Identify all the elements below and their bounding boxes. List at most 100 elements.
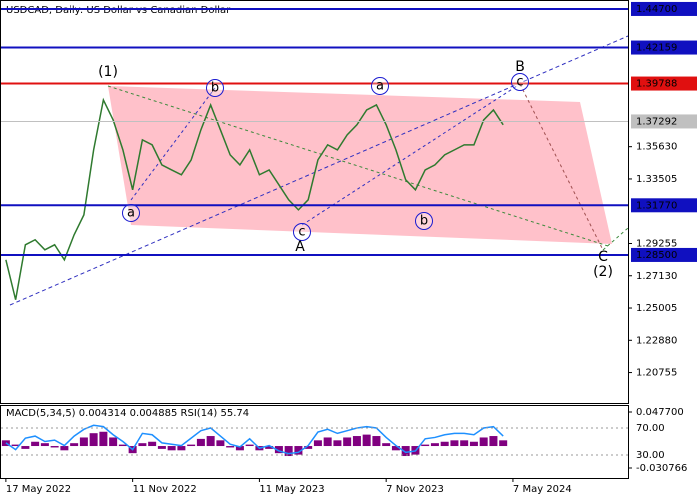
macd-bar	[323, 437, 332, 447]
macd-bar	[372, 436, 381, 447]
macd-bar	[421, 444, 430, 447]
x-tick-label: 7 May 2024	[513, 484, 572, 495]
macd-bar	[245, 444, 254, 447]
macd-bar	[382, 443, 391, 447]
wave-label: a	[376, 79, 384, 94]
level-label-box	[631, 198, 697, 213]
wave-label: c	[298, 225, 305, 240]
macd-bar	[79, 437, 88, 447]
wave-line	[301, 83, 521, 226]
macd-bar	[60, 446, 69, 451]
macd-bar	[313, 440, 322, 447]
level-label-box	[631, 1, 697, 16]
macd-bar	[391, 446, 400, 451]
macd-bar	[99, 431, 108, 447]
macd-bar	[70, 443, 79, 447]
level-label: 1.44700	[636, 4, 677, 15]
macd-bar	[109, 437, 118, 447]
macd-bar	[304, 446, 313, 449]
macd-bar	[216, 440, 225, 447]
macd-bar	[343, 437, 352, 447]
macd-bar	[21, 446, 30, 449]
wave-label: c	[516, 75, 523, 90]
macd-bar	[40, 443, 49, 447]
macd-bar	[479, 437, 488, 447]
macd-bar	[157, 446, 166, 449]
wave-circle	[206, 79, 224, 97]
macd-bar	[177, 446, 186, 451]
rsi-tick-label: 30.00	[636, 450, 665, 461]
trend-line	[9, 35, 629, 306]
wave-label: a	[127, 206, 135, 221]
wave-label: (1)	[98, 64, 118, 80]
macd-bar	[274, 446, 283, 454]
macd-bar	[294, 446, 303, 455]
macd-bar	[226, 446, 235, 448]
wave-label: B	[515, 59, 525, 75]
rsi-line	[5, 424, 504, 455]
macd-bar	[440, 441, 449, 447]
wave-circle	[371, 77, 389, 95]
level-label: 1.39788	[636, 79, 677, 90]
x-tick-label: 11 Nov 2022	[133, 484, 197, 495]
y-tick-label: 1.20755	[636, 368, 677, 379]
plot	[5, 97, 504, 300]
macd-bar	[138, 443, 147, 447]
macd-bar	[196, 438, 205, 447]
wave-circle	[293, 223, 311, 241]
macd-bar	[333, 440, 342, 447]
macd-tick-label: -0.030766	[636, 463, 687, 474]
wave-line	[130, 87, 216, 201]
wave-circle	[511, 73, 529, 91]
macd-bar	[450, 440, 459, 447]
level-label: 1.42159	[636, 43, 677, 54]
level-label: 1.28500	[636, 250, 677, 261]
y-tick-label: 1.33505	[636, 174, 677, 185]
y-tick-label: 1.29255	[636, 238, 677, 249]
wave-label: (2)	[593, 264, 613, 280]
x-tick-label: 11 May 2023	[259, 484, 324, 495]
macd-tick-label: 0.047700	[636, 407, 684, 418]
y-tick-label: 1.25005	[636, 303, 677, 314]
macd-bar	[265, 446, 274, 449]
macd-bar	[284, 446, 293, 457]
macd-bar	[11, 444, 20, 447]
level-label-box	[631, 247, 697, 262]
level-label-box	[631, 40, 697, 55]
macd-bar	[50, 446, 59, 448]
wave-label: A	[295, 239, 305, 255]
level-label: 1.31770	[636, 200, 677, 211]
macd-bar	[31, 441, 40, 447]
indicator-title: MACD(5,34,5) 0.004314 0.004885 RSI(14) 5…	[6, 408, 249, 419]
wave-label: b	[211, 81, 219, 96]
y-tick-label: 1.22880	[636, 335, 677, 346]
rsi-tick-label: 70.00	[636, 423, 665, 434]
wave-circle	[415, 212, 433, 230]
macd-bar	[489, 436, 498, 447]
main-pane-frame	[0, 0, 629, 404]
macd-bar	[206, 436, 215, 447]
wave-circle	[122, 204, 140, 222]
macd-bar	[469, 441, 478, 447]
wave-line	[519, 83, 604, 251]
price-line	[5, 97, 504, 300]
wave-label: C	[598, 249, 608, 265]
macd-bar	[401, 446, 410, 457]
wave-label: b	[420, 214, 428, 229]
y-tick-label: 1.35630	[636, 142, 677, 153]
x-tick-label: 17 May 2022	[6, 484, 71, 495]
level-label: 1.37292	[636, 116, 677, 127]
macd-bar	[167, 446, 176, 451]
macd-bar	[460, 440, 469, 447]
chart-title: USDCAD, Daily: US Dollar vs Canadian Dol…	[6, 5, 231, 16]
level-label-box	[631, 114, 697, 129]
y-tick-label: 1.27130	[636, 271, 677, 282]
macd-bar	[499, 440, 508, 447]
macd-bar	[430, 443, 439, 447]
macd-bar	[235, 446, 244, 451]
level-label-box	[631, 76, 697, 91]
indicator-pane-frame	[0, 405, 629, 479]
macd-bar	[89, 433, 98, 447]
macd-bar	[352, 436, 361, 447]
